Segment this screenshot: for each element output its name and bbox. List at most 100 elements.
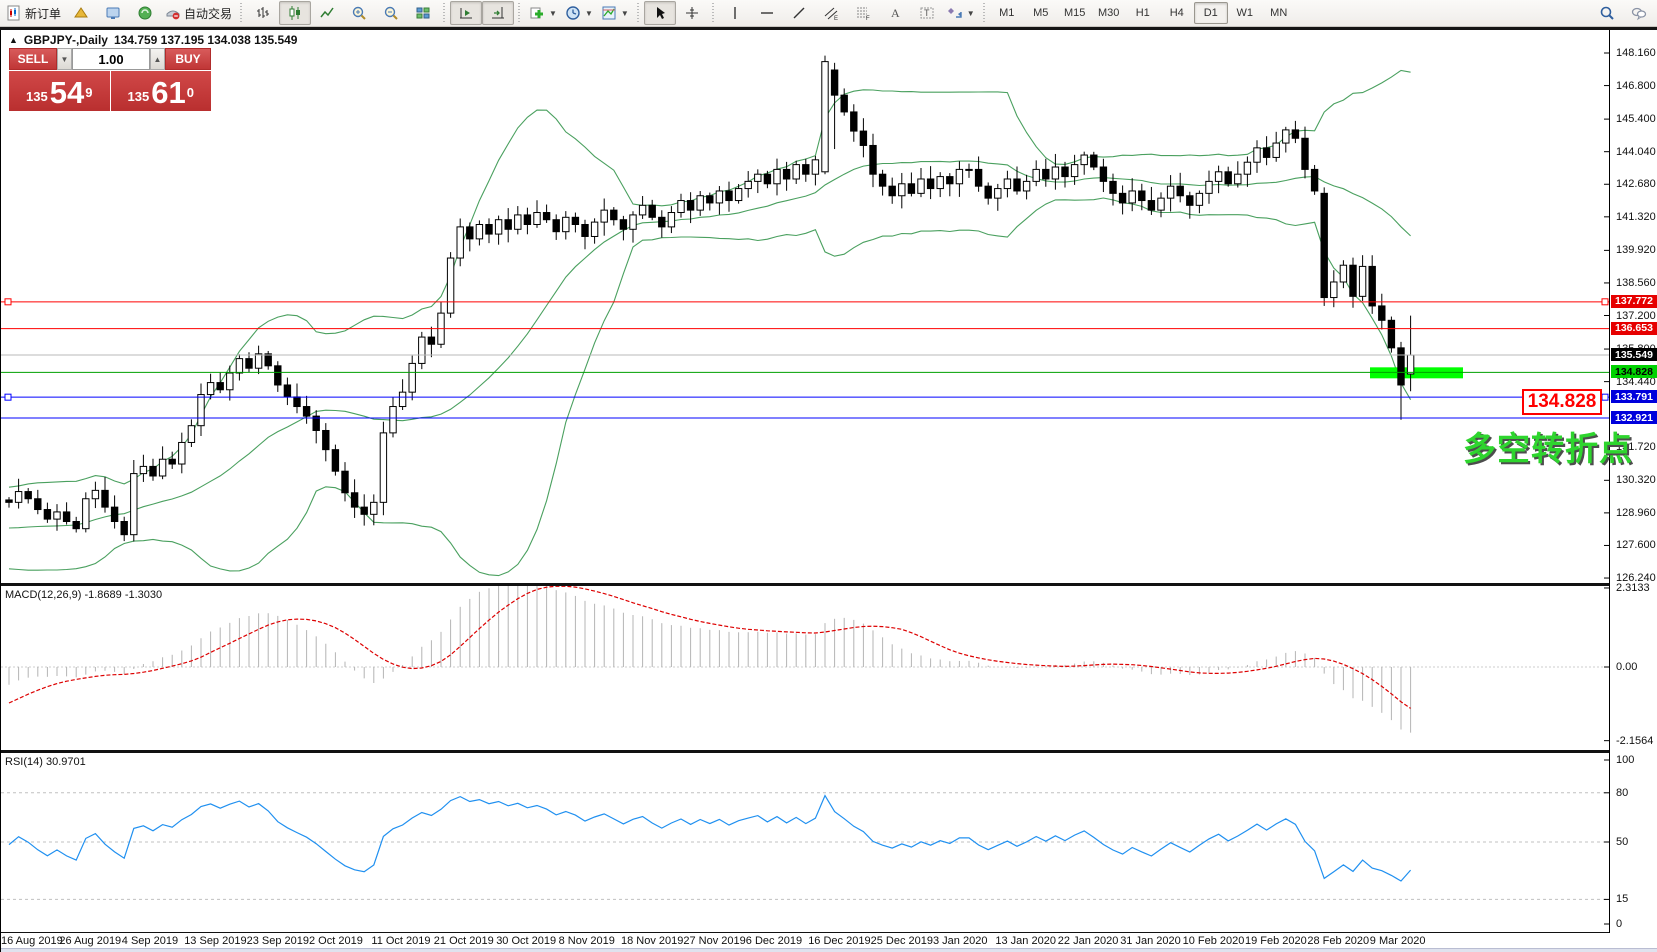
line-handle[interactable] [4, 298, 12, 306]
chart-shift-icon [492, 7, 505, 19]
timeframe-m30-button[interactable]: M30 [1098, 7, 1120, 19]
timeframe-h1-button[interactable]: H1 [1135, 7, 1150, 19]
hline-button[interactable] [751, 1, 783, 25]
templates-button[interactable]: ▼ [597, 1, 633, 25]
indicators-icon [530, 7, 544, 19]
price-axis-label: 138.560 [1616, 276, 1656, 289]
chart-candles-button[interactable] [279, 1, 312, 25]
price-axis-label: 144.040 [1616, 145, 1656, 158]
toolbar-underline [0, 27, 1657, 30]
toolbar-separator [441, 3, 449, 23]
autotrading-button[interactable]: 自动交易 [161, 1, 236, 25]
volume-increase-button[interactable]: ▲ [150, 48, 165, 70]
trendline-button[interactable] [783, 1, 815, 25]
chevron-down-icon: ▼ [584, 8, 593, 18]
periods-button[interactable]: ▼ [561, 1, 597, 25]
date-label: 19 Feb 2020 [1245, 935, 1307, 947]
buy-price-button[interactable]: 135 61 0 [110, 71, 211, 111]
chat-icon [1631, 7, 1647, 21]
date-label: 9 Mar 2020 [1369, 935, 1426, 947]
collapse-arrow-icon[interactable]: ▲ [9, 35, 18, 45]
timeframe-d1-button[interactable]: D1 [1193, 2, 1228, 24]
tile-windows-button[interactable] [407, 1, 439, 25]
timeframe-m1-button[interactable]: M1 [999, 7, 1015, 19]
chart-window[interactable]: 148.160 146.800 145.400 144.040 142.680 141.3… [0, 30, 1657, 952]
chart-bars-button[interactable] [247, 1, 279, 25]
price-callout-box[interactable]: 134.828 [1522, 389, 1602, 415]
sell-price-button[interactable]: 135 54 9 [9, 71, 110, 111]
chart-title: ▲ GBPJPY-,Daily 134.759 137.195 134.038 … [9, 33, 297, 47]
date-label: 18 Nov 2019 [621, 935, 684, 947]
cursor-button[interactable] [643, 1, 676, 25]
crosshair-icon [685, 7, 698, 19]
line-handle[interactable] [4, 393, 12, 401]
fibonacci-button[interactable]: F [847, 1, 879, 25]
zoom-in-button[interactable] [343, 1, 375, 25]
buy-price-int: 135 [127, 89, 150, 104]
crosshair-button[interactable] [676, 1, 708, 25]
price-badge-134.828: 134.828 [1611, 365, 1657, 379]
autoscroll-button[interactable] [450, 1, 483, 25]
turning-point-note[interactable]: 多空转折点 [1463, 430, 1633, 467]
chart-shift-button[interactable] [482, 1, 515, 25]
line-handle[interactable] [1601, 393, 1609, 401]
volume-decrease-button[interactable]: ▼ [57, 48, 72, 70]
new-order-button[interactable]: 新订单 [2, 1, 65, 25]
panel-separator [1, 932, 1657, 933]
rsi-panel-canvas[interactable] [1, 753, 1609, 932]
price-chart-canvas[interactable] [1, 30, 1609, 583]
rsi-axis-label: 100 [1616, 754, 1635, 766]
navigator-icon-button[interactable] [129, 1, 161, 25]
price-axis-label: 145.400 [1616, 113, 1656, 126]
date-label: 11 Oct 2019 [371, 935, 431, 947]
panel-separator[interactable] [1, 583, 1657, 586]
date-label: 16 Aug 2019 [1, 935, 63, 947]
svg-text:E: E [834, 16, 838, 21]
horizontal-scrollbar[interactable] [1, 948, 1657, 952]
timeframe-m15-button[interactable]: M15 [1064, 7, 1086, 19]
time-axis[interactable]: 16 Aug 2019 26 Aug 2019 4 Sep 2019 13 Sep 2… [1, 933, 1657, 949]
price-badge-132.921: 132.921 [1611, 411, 1657, 424]
tile-windows-icon [416, 7, 430, 19]
search-icon-button[interactable] [1591, 1, 1623, 25]
channel-button[interactable]: E [815, 1, 847, 25]
volume-input[interactable]: 1.00 [72, 48, 150, 70]
date-label: 30 Oct 2019 [496, 935, 557, 947]
autoscroll-icon [460, 8, 473, 19]
macd-axis-label: 2.3133 [1616, 581, 1650, 594]
text-icon: A [891, 6, 900, 20]
price-axis[interactable]: 148.160 146.800 145.400 144.040 142.680 141.3… [1609, 30, 1657, 948]
data-window-icon-button[interactable] [97, 1, 129, 25]
date-label: 26 Aug 2019 [59, 935, 122, 947]
timeframe-w1-button[interactable]: W1 [1236, 7, 1253, 19]
zoom-out-button[interactable] [375, 1, 407, 25]
date-label: 6 Dec 2019 [745, 935, 803, 947]
line-handle[interactable] [1601, 298, 1609, 306]
sell-button[interactable]: SELL [9, 48, 57, 70]
timeframe-mn-button[interactable]: MN [1270, 7, 1288, 19]
price-badge-135.549: 135.549 [1611, 348, 1657, 362]
timeframe-m5-button[interactable]: M5 [1033, 7, 1049, 19]
price-badge-133.791: 133.791 [1611, 390, 1657, 404]
toolbar-separator [634, 3, 642, 23]
price-axis-label: 141.320 [1616, 210, 1656, 223]
chevron-down-icon: ▼ [549, 8, 557, 18]
macd-panel-canvas[interactable] [1, 586, 1609, 750]
panel-separator[interactable] [1, 750, 1657, 753]
ohlc-values: 134.759 137.195 134.038 135.549 [113, 33, 298, 47]
shapes-button[interactable]: ▼ [943, 1, 979, 25]
chat-icon-button[interactable] [1623, 1, 1655, 25]
chart-line-button[interactable] [311, 1, 343, 25]
shapes-icon [947, 8, 962, 18]
timeframe-h4-button[interactable]: H4 [1169, 7, 1184, 19]
buy-button[interactable]: BUY [165, 48, 211, 70]
date-label: 3 Jan 2020 [933, 935, 988, 947]
chevron-down-icon: ▼ [620, 8, 629, 18]
vline-button[interactable] [719, 1, 751, 25]
price-axis-label: 127.600 [1616, 539, 1656, 552]
text-button[interactable]: A [879, 1, 911, 25]
label-button[interactable]: T [911, 1, 943, 25]
price-axis-label: 126.240 [1616, 572, 1656, 585]
marketwatch-icon-button[interactable] [65, 1, 97, 25]
indicators-button[interactable]: ▼ [525, 1, 561, 25]
